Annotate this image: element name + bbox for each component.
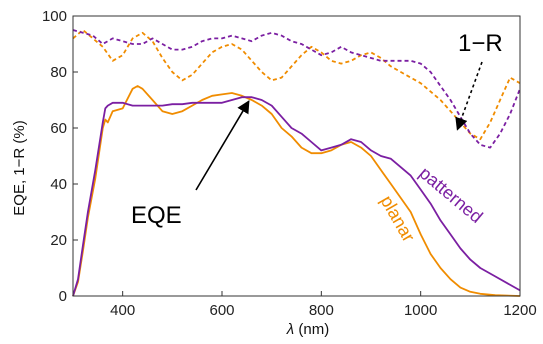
tick-layer: 400 600 800 1000 1200 0 20 40 60 80 100 [42,8,537,319]
y-tick-label: 80 [50,64,67,81]
y-tick-label: 0 [59,288,67,305]
x-axis-label: λ (nm) [286,321,329,338]
annotation-patterned: patterned [415,163,486,227]
x-axis-unit: (nm) [298,321,329,338]
x-tick-label: 600 [209,302,234,319]
x-tick-label: 800 [309,302,334,319]
arrow-eqe [195,100,250,191]
series-line-planar-eqe [72,85,521,297]
x-tick-label: 1000 [404,302,437,319]
annotation-eqe: EQE [131,202,182,229]
annotation-planar: planar [377,192,419,245]
plot-frame [72,15,521,297]
x-tick-label: 400 [110,302,135,319]
arrow-1-minus-r [455,61,483,131]
series-line-patterned-reflectance [72,29,521,149]
series-line-planar-reflectance [72,29,521,141]
x-axis-symbol: λ [286,321,294,338]
series-layer [72,29,521,297]
x-tick-label: 1200 [503,302,536,319]
y-tick-label: 60 [50,120,67,137]
annotation-1-minus-r: 1−R [458,30,503,57]
y-axis-label: EQE, 1−R (%) [11,120,28,215]
y-tick-label: 40 [50,176,67,193]
y-tick-label: 20 [50,232,67,249]
y-tick-label: 100 [42,8,67,25]
series-line-patterned-eqe [72,96,521,297]
